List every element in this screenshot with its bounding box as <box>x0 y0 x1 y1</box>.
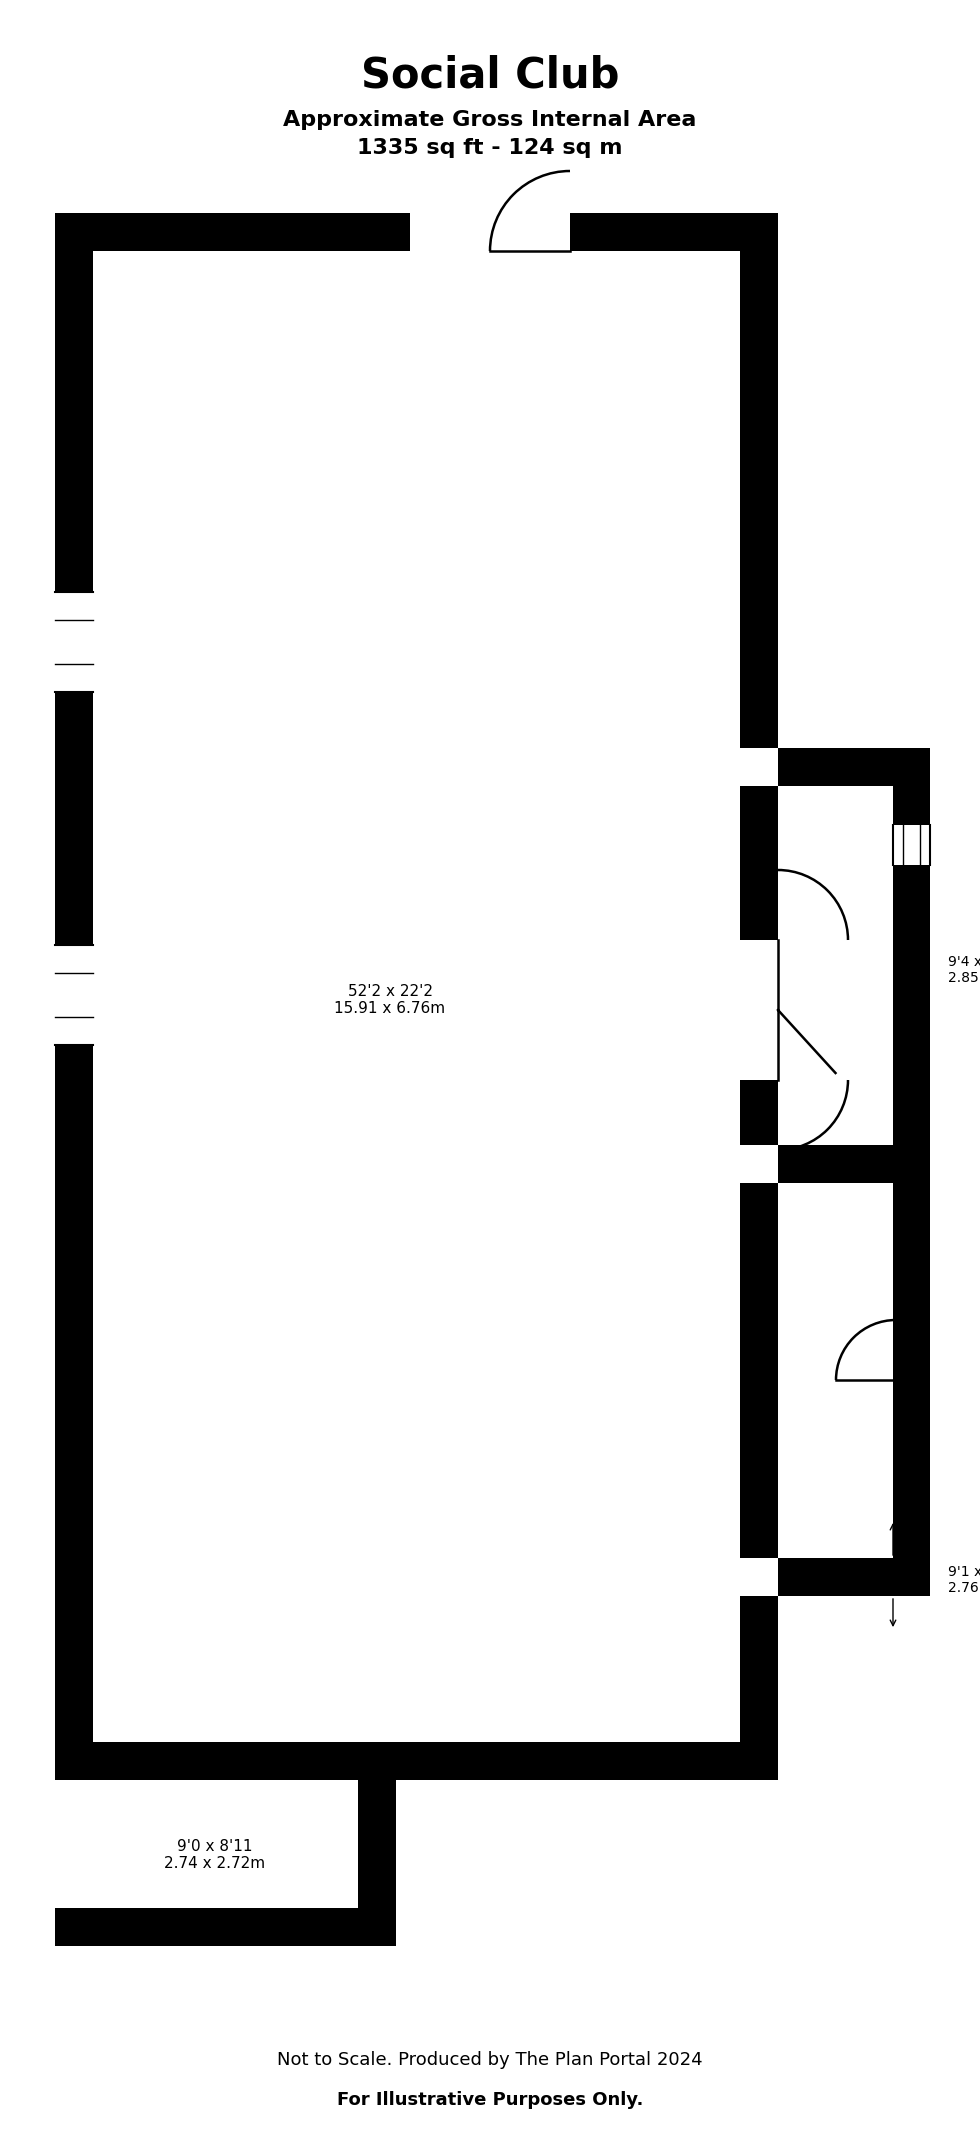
Bar <box>778 1558 930 1597</box>
Bar <box>55 213 410 252</box>
Bar <box>778 1145 893 1184</box>
Bar <box>740 1184 778 1558</box>
Bar <box>55 945 93 1046</box>
Bar <box>893 749 930 824</box>
Text: Not to Scale. Produced by The Plan Portal 2024: Not to Scale. Produced by The Plan Porta… <box>277 2051 703 2068</box>
Bar <box>740 785 778 940</box>
Bar <box>778 749 930 785</box>
Bar <box>55 213 93 592</box>
Text: For Illustrative Purposes Only.: For Illustrative Purposes Only. <box>337 2092 643 2109</box>
Text: 1335 sq ft - 124 sq m: 1335 sq ft - 124 sq m <box>358 138 622 157</box>
Bar <box>55 1909 396 1945</box>
Bar <box>396 1741 778 1780</box>
Text: 52'2 x 22'2
15.91 x 6.76m: 52'2 x 22'2 15.91 x 6.76m <box>334 983 446 1016</box>
Bar <box>55 592 93 693</box>
Bar <box>740 1080 778 1145</box>
Bar <box>55 693 93 945</box>
Text: 9'4 x 4'8
2.85 x 1.43m: 9'4 x 4'8 2.85 x 1.43m <box>948 955 980 986</box>
Text: 9'1 x 4'9
2.76 x 1.46m: 9'1 x 4'9 2.76 x 1.46m <box>948 1565 980 1595</box>
Bar <box>570 213 778 252</box>
Text: 9'0 x 8'11
2.74 x 2.72m: 9'0 x 8'11 2.74 x 2.72m <box>165 1838 266 1872</box>
Bar <box>740 213 778 749</box>
Bar <box>358 1780 396 1945</box>
Bar <box>893 865 930 1597</box>
Bar <box>740 1597 778 1780</box>
Text: Approximate Gross Internal Area: Approximate Gross Internal Area <box>283 110 697 129</box>
Bar <box>55 1741 396 1780</box>
Bar <box>893 824 930 865</box>
Bar <box>55 1046 93 1780</box>
Text: Social Club: Social Club <box>361 54 619 97</box>
